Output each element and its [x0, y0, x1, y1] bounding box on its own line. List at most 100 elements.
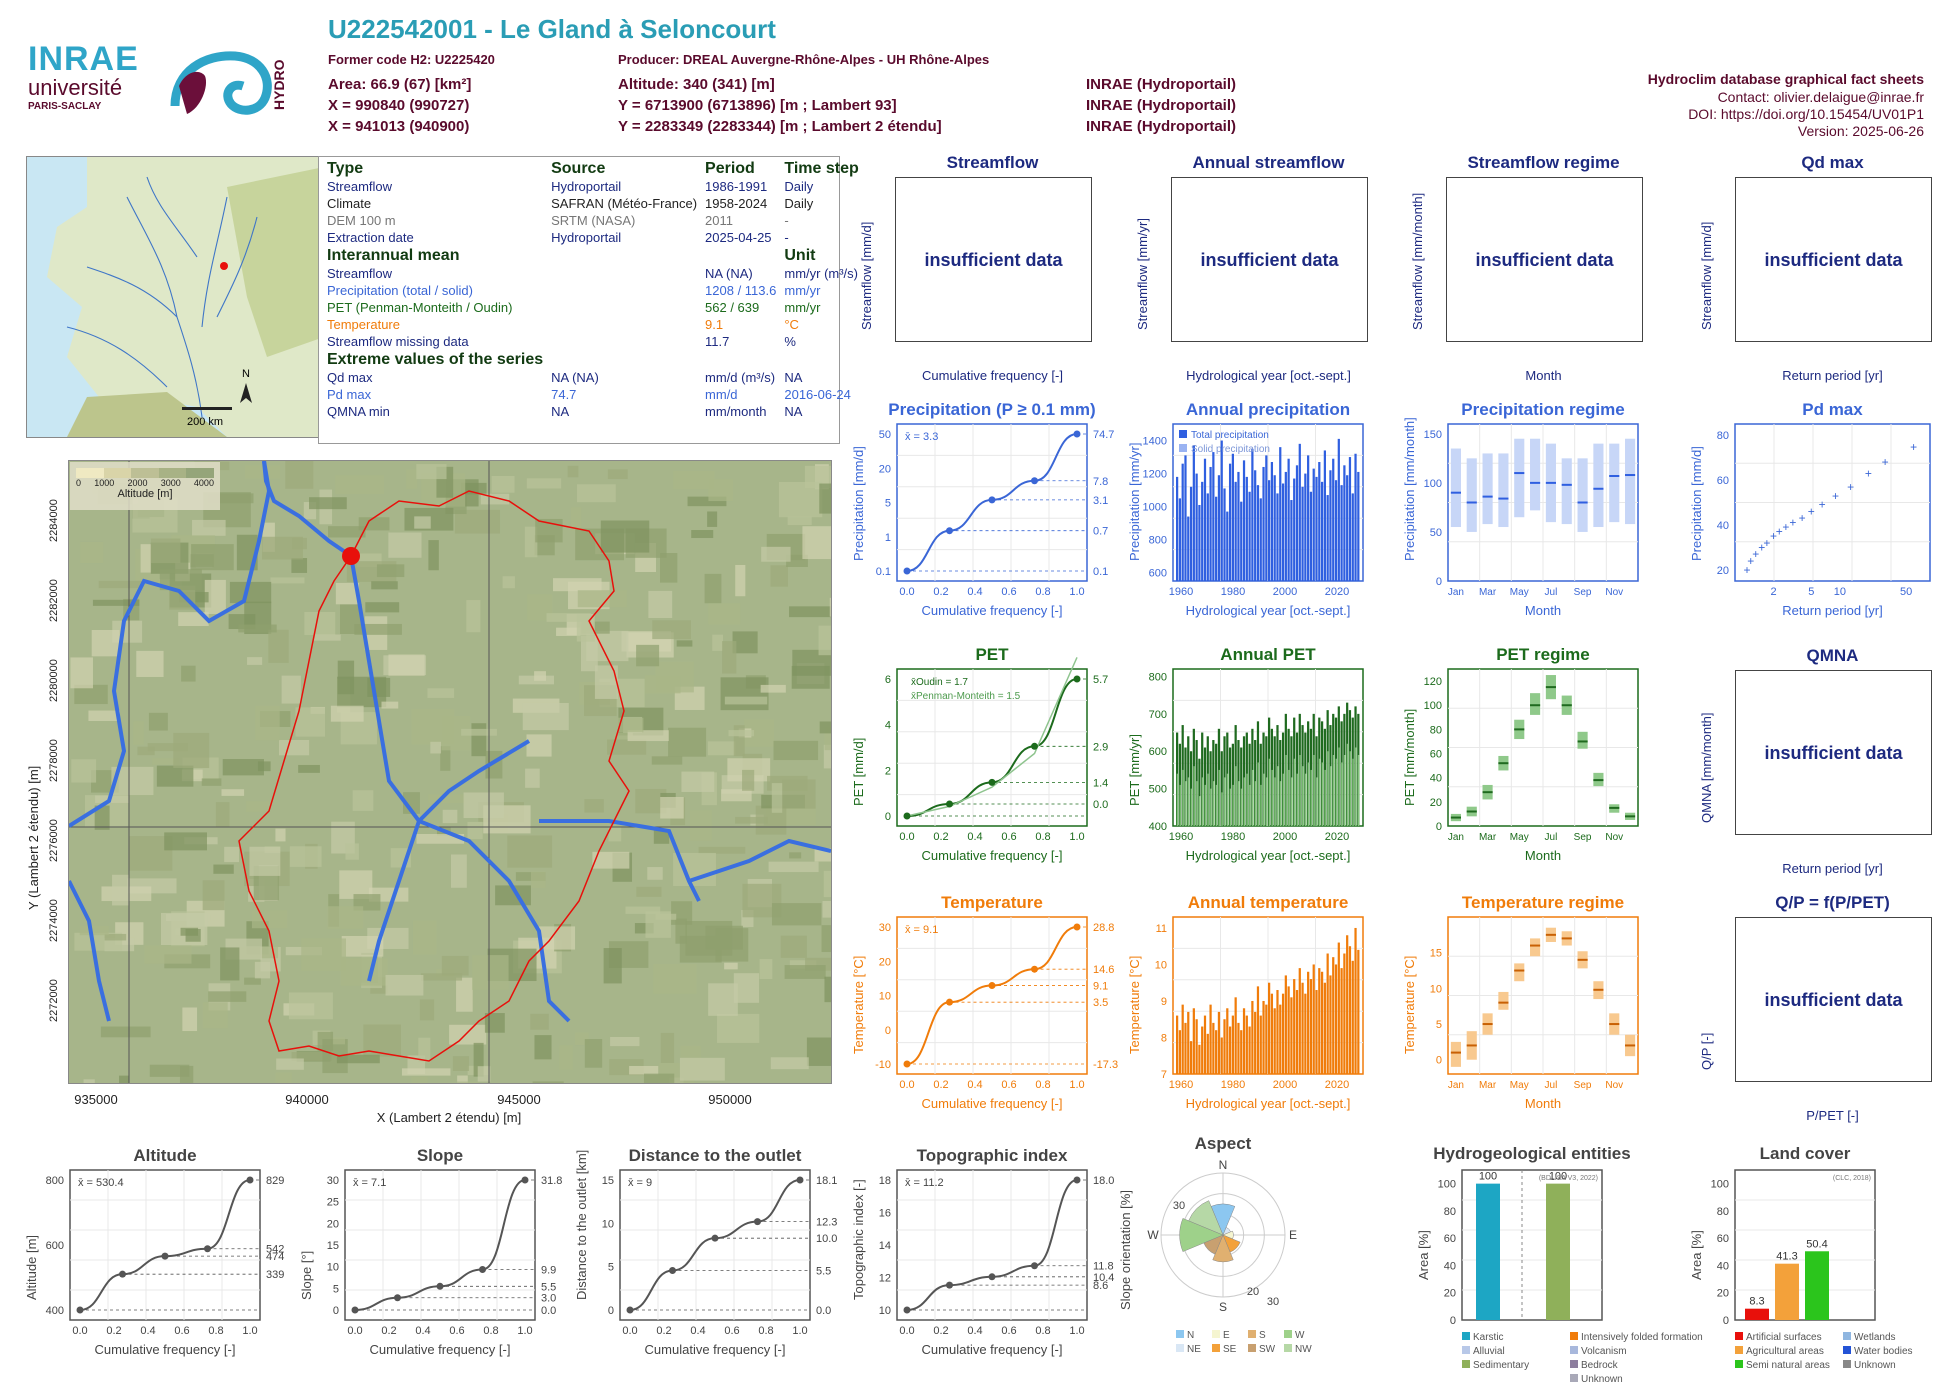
distance-xlabel: Cumulative frequency [-] [644, 1342, 786, 1357]
annual_temp-bar [1240, 1030, 1243, 1074]
precip-ytick: 5 [885, 498, 891, 510]
aspect-legend-item: SW [1248, 1344, 1275, 1355]
legend-swatch [1570, 1332, 1578, 1340]
annual_pet-bar [1198, 758, 1201, 826]
annual_precip-bar [1259, 498, 1262, 581]
doi[interactable]: DOI: https://doi.org/10.15454/UV01P1 [1688, 106, 1924, 122]
distance-ytick: 10 [602, 1218, 614, 1230]
annual_temp-bar [1295, 990, 1299, 1074]
annual_temp-bar [1268, 982, 1271, 1074]
annual_temp-bar [1312, 964, 1315, 1074]
altitude-xtick: 0.6 [174, 1325, 189, 1337]
precip_regime-ylabel: Precipitation [mm/month] [1402, 417, 1417, 561]
precip_regime-box [1514, 438, 1525, 518]
info-cell: NA [784, 370, 803, 385]
annual_precip-bar [1334, 480, 1338, 581]
slope-chart: 31.89.95.53.00.00.0 0.2 0.4 0.6 0.8 1.0051015… [327, 1169, 562, 1337]
map-xtick: 950000 [708, 1092, 752, 1107]
annual_precip-bar [1231, 453, 1234, 581]
info-cell: Streamflow missing data [327, 334, 469, 349]
legend-swatch [1176, 1330, 1184, 1338]
precip-ytick: 50 [879, 429, 891, 441]
annual_pet-bar [1210, 788, 1212, 826]
distance-ytick: 5 [608, 1262, 614, 1274]
pet_regime-xtick: Mar [1479, 832, 1497, 843]
annual_precip-bar [1192, 445, 1195, 581]
aspect-sector [1212, 1234, 1234, 1263]
precip-xlabel: Cumulative frequency [-] [921, 603, 1063, 618]
pet_regime-title: PET regime [1496, 645, 1590, 664]
annual_pet-title: Annual PET [1220, 645, 1316, 664]
annual_precip-bar [1318, 462, 1321, 581]
slope-curve [354, 1179, 526, 1311]
topo-point [988, 1273, 996, 1281]
legend-swatch [1462, 1360, 1470, 1368]
annual_precip-bar [1332, 458, 1335, 581]
temp-ytick: 30 [879, 922, 891, 934]
pd-max-ytick: 20 [1717, 565, 1729, 577]
temp_regime-xlabel: Month [1524, 1096, 1562, 1111]
annual_precip-ytick: 1200 [1143, 469, 1167, 481]
landcover-bar [1745, 1308, 1769, 1320]
topo-xtick: 0.8 [1035, 1325, 1050, 1337]
topo-value-label: 8.6 [1093, 1280, 1108, 1292]
precip-ylabel: Precipitation [mm/d] [851, 446, 866, 561]
qmna-xlabel: Return period [yr] [1782, 861, 1883, 876]
annual_precip-bar [1287, 458, 1290, 581]
pet-ytick: 0 [885, 811, 891, 823]
qmna-plot-area: insufficient data [1735, 670, 1932, 835]
info-cell: Daily [784, 179, 814, 194]
altitude-xtick: 0.4 [140, 1325, 155, 1337]
table-row: Qd max NA (NA) mm/d (m³/s) NA [323, 369, 863, 386]
annual_pet-bar [1240, 747, 1243, 826]
aspect-ring-label: 20 [1247, 1286, 1259, 1298]
info-cell: Type [327, 160, 364, 177]
map-ytick: 2282000 [48, 579, 60, 622]
annual_pet-bar [1265, 777, 1268, 826]
precip_regime-xtick: May [1510, 587, 1529, 598]
legend-swatch [1843, 1332, 1851, 1340]
annual_pet-bar [1251, 769, 1254, 826]
annual_pet-bar [1238, 781, 1240, 826]
annual_precip-bar [1181, 463, 1184, 581]
annual_pet-bar [1338, 747, 1340, 826]
legend-swatch [1735, 1360, 1743, 1368]
topo-point [1031, 1262, 1038, 1270]
info-cell: - [784, 213, 789, 228]
pd-max-xtick: 50 [1900, 586, 1912, 598]
legend-swatch [1843, 1346, 1851, 1354]
precip-xtick: 0.8 [1035, 586, 1050, 598]
distance-point [754, 1218, 761, 1226]
north-arrow-icon [240, 383, 252, 403]
slope-ytick: 30 [327, 1175, 339, 1187]
slope-mean-note: x̄ = 7.1 [353, 1177, 386, 1189]
database-title: Hydroclim database graphical fact sheets [1647, 71, 1924, 87]
annual_pet-bar [1271, 769, 1273, 826]
pd-max-point: + [1770, 529, 1777, 543]
annual_pet-bar [1274, 777, 1276, 826]
hydro-text: HYDRO [271, 59, 287, 110]
annual_temp-bar [1209, 1004, 1212, 1074]
slope-value-label: 31.8 [541, 1175, 562, 1187]
qmna-ylabel: QMNA [mm/month] [1699, 712, 1714, 823]
qp-message: insufficient data [1764, 989, 1903, 1010]
map-ytick: 2276000 [48, 819, 60, 862]
pet_regime-box [1577, 731, 1588, 749]
info-cell: mm/yr [784, 300, 821, 315]
info-cell [547, 316, 701, 333]
landcover-source: (CLC, 2018) [1833, 1175, 1871, 1182]
info-cell: mm/yr (m³/s) [784, 266, 858, 281]
annual_precip-bar [1337, 438, 1340, 581]
legend-swatch [1176, 1344, 1184, 1352]
annual_temp-bar [1290, 997, 1293, 1074]
contact[interactable]: Contact: olivier.delaigue@inrae.fr [1717, 89, 1924, 105]
annual_pet-bar [1321, 762, 1324, 826]
pd-max-point: + [1752, 547, 1759, 561]
annual_pet-bar [1196, 781, 1198, 826]
aspect-chart: N E S W 30 20 30 [1147, 1158, 1297, 1314]
annual_precip-bar [1234, 481, 1237, 581]
topo-ytick: 14 [879, 1240, 891, 1252]
topo-ytick: 16 [879, 1208, 891, 1220]
temp-ytick: 20 [879, 956, 891, 968]
annual_temp-bar [1323, 982, 1326, 1074]
